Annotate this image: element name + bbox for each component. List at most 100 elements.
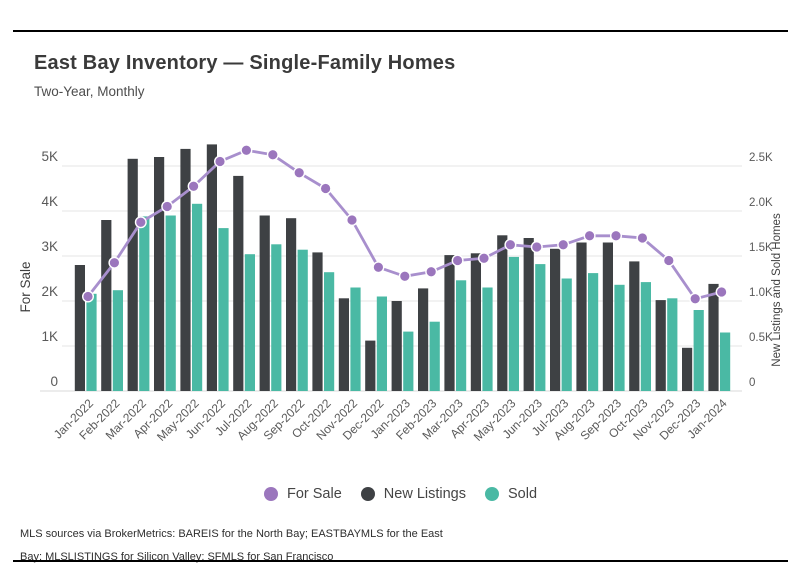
left-axis-tick-label: 3K: [41, 239, 58, 254]
bar-new-listings-Apr-2023: [470, 253, 481, 391]
point-for-sale-Dec-2023: [689, 292, 702, 305]
right-axis-title: New Listings and Sold Homes: [771, 213, 783, 367]
bar-new-listings-Nov-2022: [338, 298, 349, 391]
point-for-sale-Dec-2022: [372, 261, 385, 274]
left-axis-tick-label: 5K: [41, 149, 58, 164]
bar-sold-Dec-2023: [693, 310, 704, 391]
bar-sold-Aug-2023: [588, 273, 599, 391]
bar-new-listings-Mar-2023: [444, 255, 455, 391]
point-for-sale-Jul-2023: [557, 238, 570, 251]
point-for-sale-Jun-2023: [530, 240, 543, 253]
chart-title: East Bay Inventory — Single-Family Homes: [34, 52, 456, 74]
bar-sold-Jul-2023: [561, 278, 572, 391]
top-divider: [13, 30, 788, 32]
point-for-sale-Feb-2022: [108, 256, 121, 269]
bar-sold-Jun-2023: [535, 264, 546, 391]
point-for-sale-Nov-2022: [346, 213, 359, 226]
bar-new-listings-Jun-2022: [206, 144, 217, 391]
source-footnote-line2: Bay; MLSLISTINGS for Silicon Valley; SFM…: [20, 550, 334, 563]
bar-new-listings-Nov-2023: [655, 300, 666, 391]
right-axis-tick-label: 0.5K: [749, 332, 773, 344]
bar-sold-Feb-2022: [112, 290, 123, 391]
point-for-sale-May-2023: [504, 238, 517, 251]
bar-sold-Sep-2023: [614, 284, 625, 391]
point-for-sale-Oct-2022: [319, 182, 332, 195]
point-for-sale-Jul-2022: [240, 144, 253, 157]
point-for-sale-Apr-2022: [161, 200, 174, 213]
bar-sold-Oct-2023: [640, 282, 651, 391]
bottom-divider: [13, 560, 788, 562]
point-for-sale-Jan-2022: [81, 290, 94, 303]
bar-new-listings-Sep-2023: [602, 242, 613, 391]
bar-new-listings-Mar-2022: [127, 158, 138, 391]
bar-new-listings-Dec-2022: [365, 340, 376, 391]
bar-sold-Nov-2022: [350, 287, 361, 391]
point-for-sale-Apr-2023: [478, 252, 491, 265]
point-for-sale-Jun-2022: [213, 155, 226, 168]
point-for-sale-May-2022: [187, 180, 200, 193]
legend-item-new-listings[interactable]: New Listings: [360, 486, 466, 502]
bar-sold-May-2023: [508, 256, 519, 391]
bar-new-listings-May-2023: [497, 235, 508, 391]
bar-new-listings-Jul-2022: [233, 175, 244, 391]
bar-sold-Nov-2023: [667, 298, 678, 391]
left-axis-tick-label: 2K: [41, 284, 58, 299]
bar-sold-Mar-2022: [139, 216, 150, 391]
bar-new-listings-May-2022: [180, 148, 191, 391]
sold-legend-dot-icon: [484, 487, 499, 501]
legend-label-for-sale: For Sale: [286, 486, 342, 502]
bar-new-listings-Oct-2022: [312, 252, 323, 391]
for-sale-legend-dot-icon: [263, 487, 278, 501]
bar-new-listings-Dec-2023: [682, 347, 693, 391]
bar-new-listings-Aug-2022: [259, 215, 270, 391]
legend-label-sold: Sold: [507, 486, 538, 502]
source-footnote: MLS sources via BrokerMetrics: BAREIS fo…: [20, 523, 443, 568]
bar-sold-Apr-2022: [165, 215, 176, 391]
bar-sold-Oct-2022: [324, 272, 335, 391]
point-for-sale-Sep-2022: [293, 166, 306, 179]
point-for-sale-Sep-2023: [610, 229, 623, 242]
source-footnote-line1: MLS sources via BrokerMetrics: BAREIS fo…: [20, 528, 443, 540]
right-axis-tick-label: 1.5K: [749, 242, 773, 254]
point-for-sale-Nov-2023: [662, 254, 675, 267]
legend-item-for-sale[interactable]: For Sale: [263, 486, 342, 502]
bar-new-listings-Jun-2023: [523, 238, 534, 391]
chart-subtitle: Two-Year, Monthly: [34, 84, 145, 99]
bar-sold-Apr-2023: [482, 287, 493, 391]
bar-sold-Jan-2023: [403, 331, 414, 391]
bar-sold-Jan-2022: [86, 293, 97, 391]
point-for-sale-Feb-2023: [425, 265, 438, 278]
bar-new-listings-Jan-2023: [391, 301, 402, 391]
right-axis-tick-label: 1.0K: [749, 287, 773, 299]
point-for-sale-Mar-2022: [134, 216, 147, 229]
bar-sold-Jul-2022: [244, 254, 255, 391]
legend-item-sold[interactable]: Sold: [484, 486, 538, 502]
right-axis-tick-label: 2.0K: [749, 197, 773, 209]
point-for-sale-Jan-2023: [398, 270, 411, 283]
left-axis-tick-label: 1K: [41, 329, 58, 344]
bar-new-listings-Apr-2022: [154, 157, 165, 391]
point-for-sale-Jan-2024: [715, 286, 728, 299]
legend-label-new-listings: New Listings: [383, 486, 466, 502]
bar-sold-Dec-2022: [376, 296, 387, 391]
point-for-sale-Aug-2023: [583, 229, 596, 242]
bar-sold-Feb-2023: [429, 321, 440, 391]
right-axis-tick-label: 0: [749, 377, 755, 389]
left-axis-tick-label: 4K: [41, 194, 58, 209]
bar-new-listings-Sep-2022: [286, 218, 297, 391]
bar-sold-Sep-2022: [297, 249, 308, 391]
left-axis-tick-label: 0: [50, 374, 58, 389]
bar-new-listings-Feb-2023: [418, 288, 429, 391]
new-listings-legend-dot-icon: [360, 487, 375, 501]
right-axis-tick-label: 2.5K: [749, 152, 773, 164]
left-axis-title: For Sale: [18, 261, 33, 312]
bar-new-listings-Aug-2023: [576, 242, 587, 391]
chart-legend: For Sale New Listings Sold: [0, 486, 801, 502]
bar-sold-May-2022: [192, 203, 203, 391]
bar-sold-Jun-2022: [218, 228, 229, 391]
point-for-sale-Mar-2023: [451, 254, 464, 267]
point-for-sale-Aug-2022: [266, 148, 279, 161]
bar-sold-Aug-2022: [271, 244, 282, 391]
bar-sold-Mar-2023: [456, 280, 467, 391]
